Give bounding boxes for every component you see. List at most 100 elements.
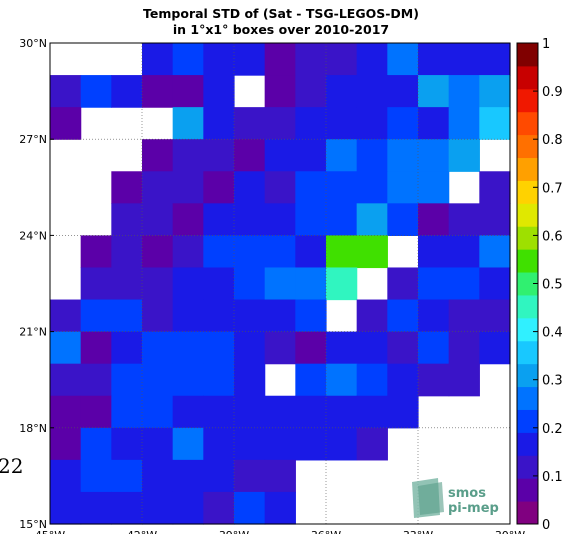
- heatmap-cell: [111, 491, 143, 525]
- heatmap-cell: [479, 299, 511, 333]
- colorbar-segment: [517, 455, 538, 479]
- heatmap-cell: [172, 331, 204, 365]
- heatmap-cell: [203, 331, 235, 365]
- heatmap-cell: [50, 299, 82, 333]
- y-tick-labels: 30°N 27°N 24°N 21°N 18°N 15°N: [19, 37, 54, 531]
- heatmap-cell: [172, 139, 204, 172]
- heatmap-cell: [50, 107, 82, 140]
- heatmap-cell: [172, 427, 204, 461]
- heatmap-cell: [111, 235, 143, 269]
- heatmap-cell: [479, 107, 511, 140]
- colorbar-segment: [517, 386, 538, 410]
- colorbar-segment: [517, 157, 538, 181]
- heatmap-cell: [111, 395, 143, 429]
- heatmap-cell: [479, 331, 511, 365]
- heatmap-cell: [356, 75, 388, 108]
- heatmap-cell: [418, 107, 450, 140]
- colorbar-tick-label: 0.3: [542, 374, 563, 389]
- heatmap-cell: [295, 331, 327, 365]
- heatmap-cell: [111, 75, 143, 108]
- heatmap-cell: [356, 43, 388, 76]
- heatmap-cell: [234, 363, 266, 397]
- heatmap-cell: [142, 203, 174, 236]
- heatmap-cell: [203, 203, 235, 236]
- heatmap-cell: [203, 75, 235, 108]
- heatmap-cell: [142, 171, 174, 204]
- heatmap-cell: [326, 267, 358, 301]
- heatmap-cell: [234, 267, 266, 301]
- heatmap-cell: [356, 107, 388, 140]
- colorbar-tick-label: 0.8: [542, 133, 563, 148]
- heatmap-cell: [295, 107, 327, 140]
- colorbar-tick-label: 0.5: [542, 278, 563, 293]
- heatmap-cell: [234, 171, 266, 204]
- heatmap-cell: [326, 203, 358, 236]
- heatmap-cell: [326, 107, 358, 140]
- heatmap-cell: [142, 139, 174, 172]
- heatmap-cell: [234, 395, 266, 429]
- colorbar-tick-label: 0.6: [542, 229, 563, 244]
- heatmap-cell: [387, 43, 419, 76]
- heatmap-cell: [418, 139, 450, 172]
- heatmap-cell: [295, 267, 327, 301]
- y-tick-label: 18°N: [19, 422, 47, 435]
- colorbar-tick-label: 0.7: [542, 181, 563, 196]
- heatmap-cell: [264, 331, 296, 365]
- heatmap-cell: [80, 363, 112, 397]
- heatmap-cell: [448, 203, 480, 236]
- heatmap-cell: [418, 299, 450, 333]
- heatmap-cell: [448, 363, 480, 397]
- plot-frame: [49, 42, 511, 525]
- colorbar-tick-label: 1: [542, 37, 550, 52]
- chart-title-line-2: in 1°x1° boxes over 2010-2017: [173, 22, 389, 37]
- heatmap-cell: [142, 299, 174, 333]
- heatmap-cell: [142, 267, 174, 301]
- heatmap-cell: [80, 395, 112, 429]
- heatmap-cell: [172, 75, 204, 108]
- heatmap-cell: [418, 363, 450, 397]
- heatmap-cell: [203, 459, 235, 493]
- heatmap-cell: [326, 235, 358, 269]
- colorbar-tick-label: 0.2: [542, 422, 563, 437]
- colorbar-tick-labels: 1 0.9 0.8 0.7 0.6 0.5 0.4 0.3 0.2 0.1 0: [533, 37, 563, 533]
- heatmap-cell: [111, 363, 143, 397]
- x-tick-label: 39°W: [219, 529, 249, 534]
- colorbar-segment: [517, 65, 538, 90]
- heatmap-cell: [356, 139, 388, 172]
- heatmap-cell: [295, 171, 327, 204]
- colorbar-segment: [517, 317, 538, 342]
- heatmap-cell: [203, 235, 235, 269]
- heatmap-cell: [387, 75, 419, 108]
- x-tick-label: 42°W: [127, 529, 157, 534]
- heatmap-cell: [172, 107, 204, 140]
- colorbar-segment: [517, 478, 538, 502]
- colorbar-segment: [517, 203, 538, 227]
- heatmap-cell: [264, 459, 296, 493]
- heatmap-cells: [50, 43, 511, 525]
- colorbar-segment: [517, 363, 538, 388]
- colorbar-segment: [517, 249, 538, 273]
- heatmap-cell: [418, 235, 450, 269]
- heatmap-cell: [234, 331, 266, 365]
- heatmap-cell: [418, 43, 450, 76]
- heatmap-cell: [111, 267, 143, 301]
- x-tick-label: 33°W: [403, 529, 433, 534]
- heatmap-cell: [50, 491, 82, 525]
- heatmap-cell: [264, 235, 296, 269]
- heatmap-cell: [448, 43, 480, 76]
- colorbar-segment: [517, 43, 538, 67]
- heatmap-cell: [448, 139, 480, 172]
- heatmap-cell: [111, 427, 143, 461]
- heatmap-cell: [295, 203, 327, 236]
- colorbar-segment: [517, 88, 538, 113]
- heatmap-cell: [295, 75, 327, 108]
- heatmap-cell: [172, 203, 204, 236]
- x-tick-label: 36°W: [311, 529, 341, 534]
- heatmap-cell: [172, 235, 204, 269]
- logo-mark-shadow: [418, 482, 444, 515]
- heatmap-cell: [448, 299, 480, 333]
- heatmap-cell: [142, 395, 174, 429]
- colorbar-segment: [517, 134, 538, 159]
- heatmap-cell: [80, 427, 112, 461]
